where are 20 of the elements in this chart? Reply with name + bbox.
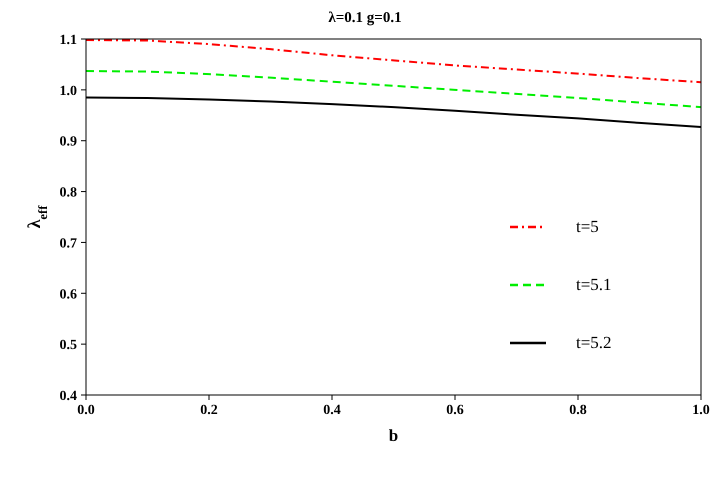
y-tick-label: 1.0 <box>60 84 77 99</box>
x-tick-label: 1.0 <box>692 402 710 418</box>
legend-label: t=5 <box>576 217 599 237</box>
y-tick-label: 1.1 <box>60 32 77 48</box>
y-tick-label: 0.5 <box>60 338 77 354</box>
legend-label: t=5.1 <box>576 275 612 295</box>
y-tick-label: 0.9 <box>60 134 77 150</box>
y-tick-label: 0.4 <box>60 388 77 404</box>
x-axis-title: b <box>388 426 398 445</box>
x-tick-label: 0.0 <box>77 402 95 418</box>
x-tick-label: 0.4 <box>323 402 341 418</box>
y-tick-label: 0.8 <box>60 186 77 201</box>
x-tick-label: 0.6 <box>446 402 464 418</box>
legend-label: t=5.2 <box>576 333 612 353</box>
x-tick-label: 0.8 <box>569 402 587 418</box>
y-tick-label: 0.6 <box>60 287 77 302</box>
y-tick-label: 0.7 <box>60 236 77 252</box>
x-tick-label: 0.2 <box>200 402 218 418</box>
line-series <box>86 70 701 108</box>
chart-title: λ=0.1 g=0.1 <box>327 10 403 27</box>
